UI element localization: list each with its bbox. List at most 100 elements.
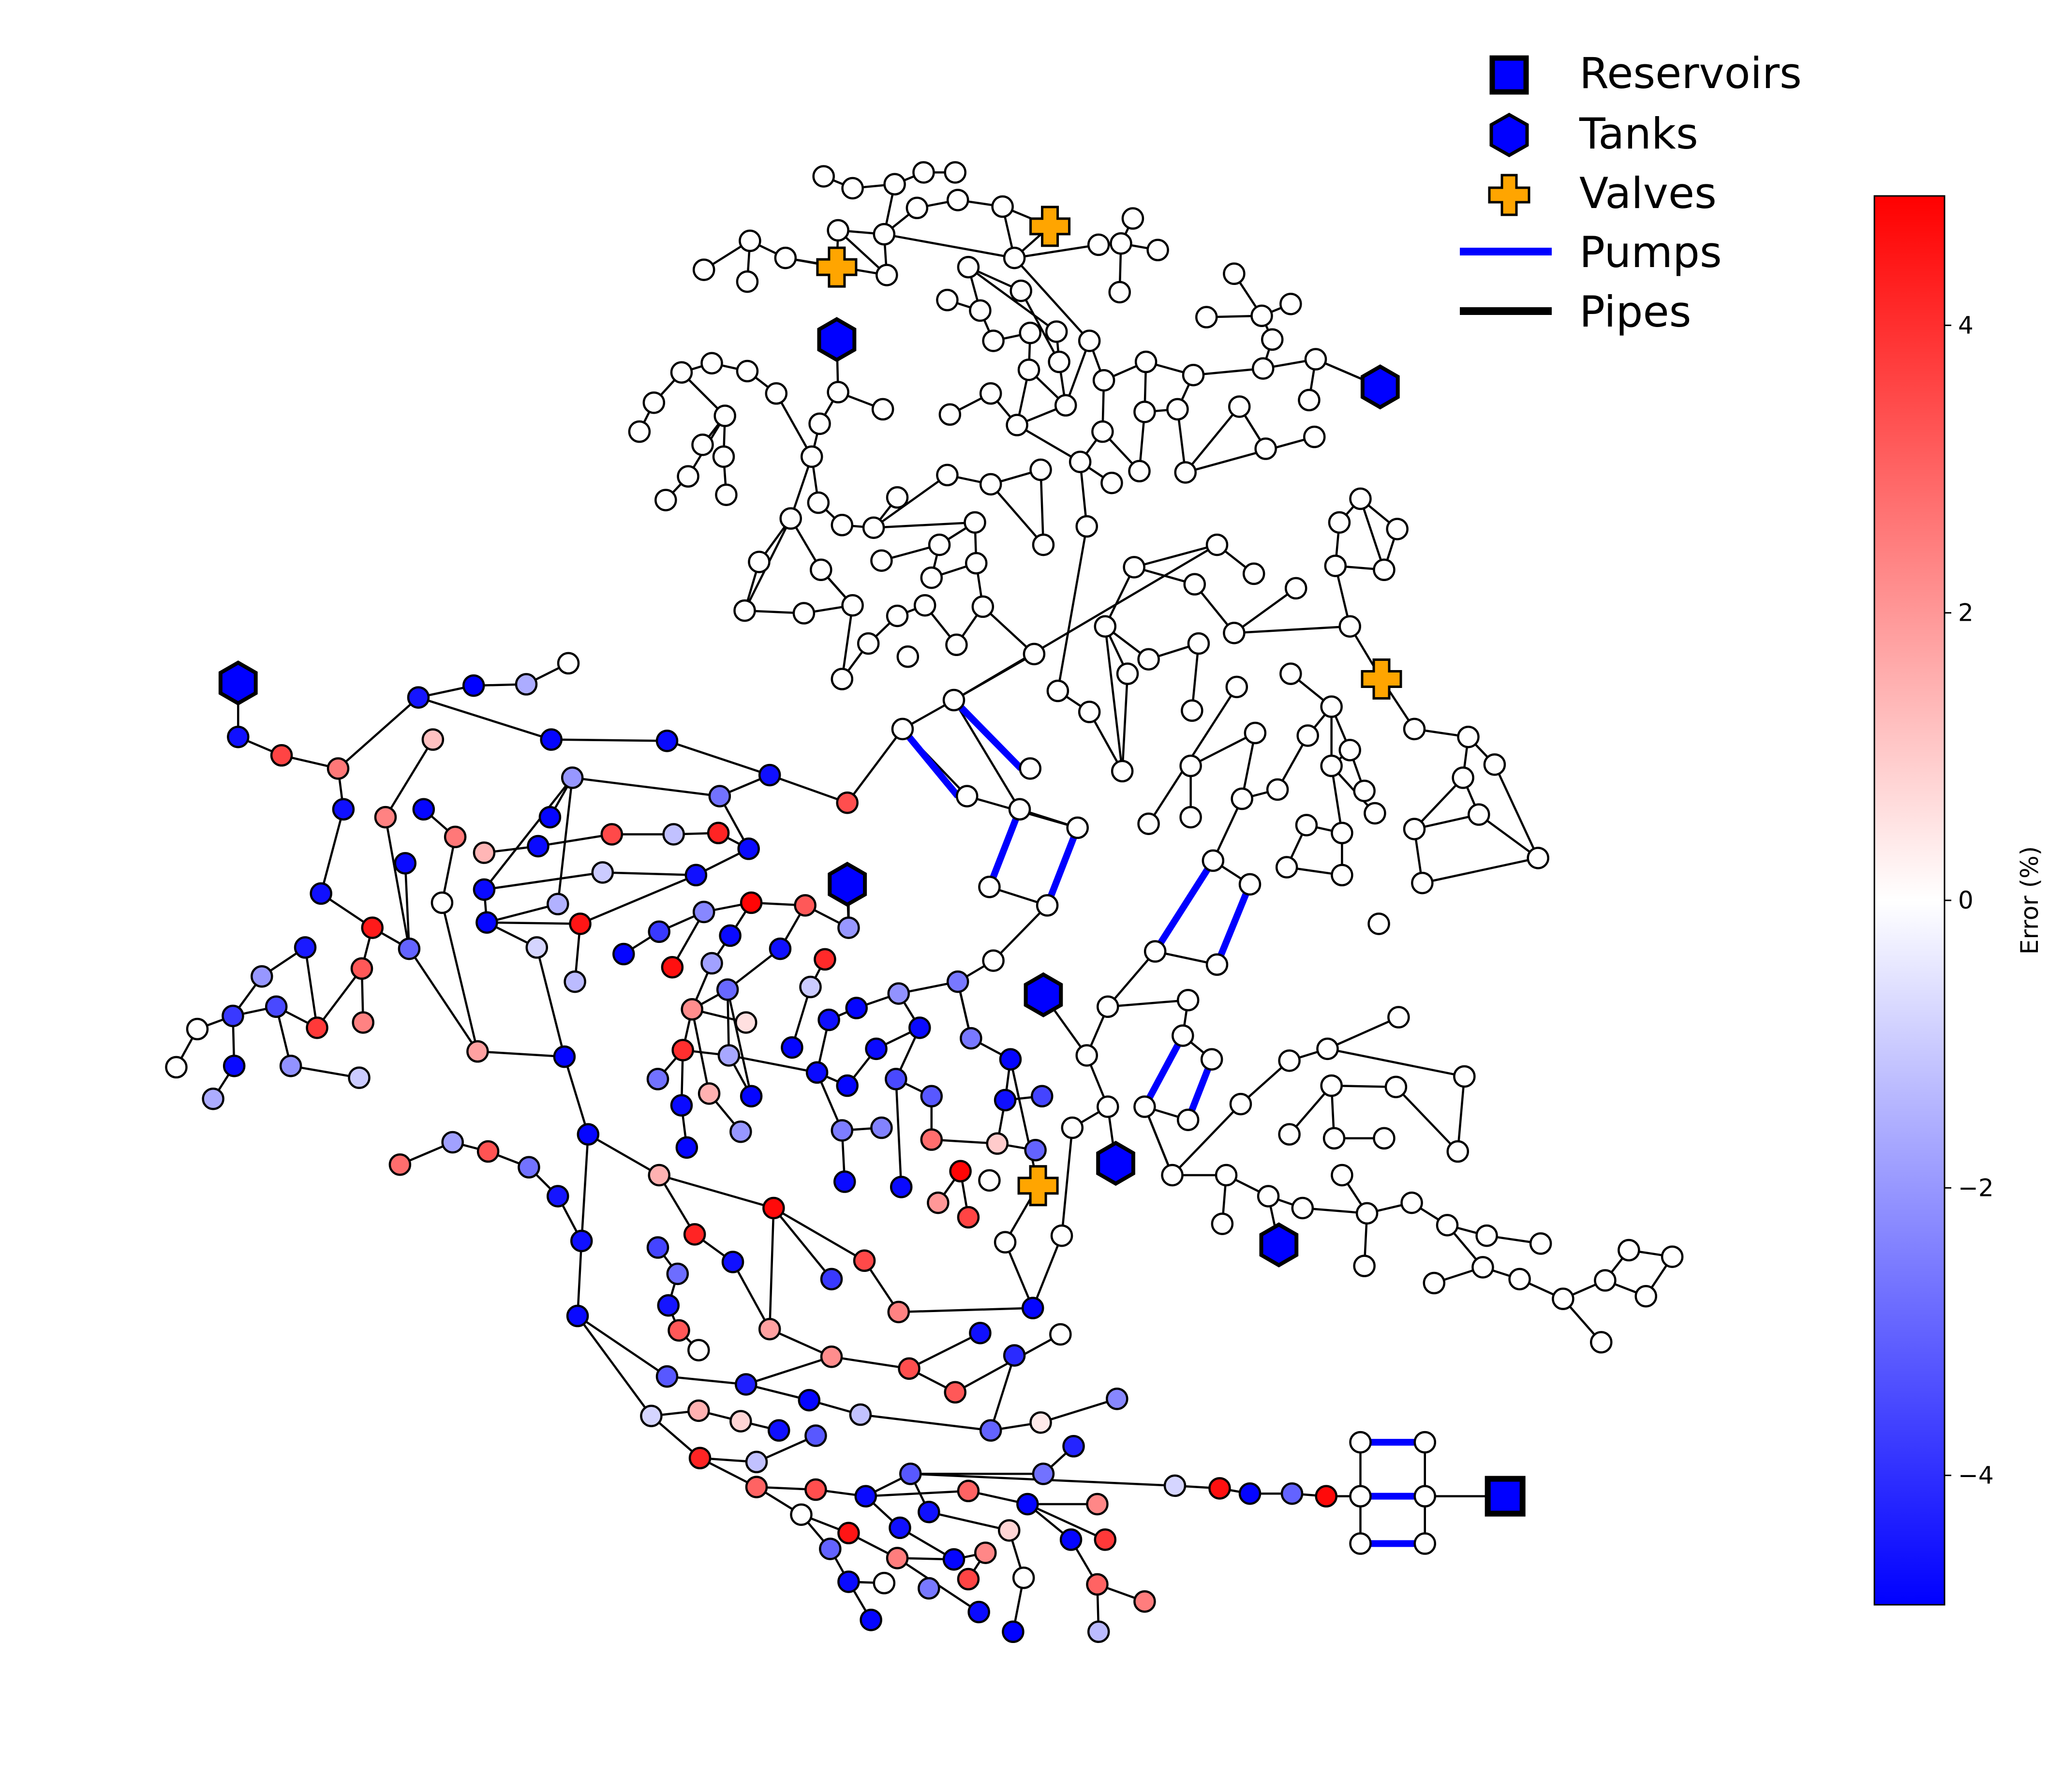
junction xyxy=(849,1403,872,1426)
pipe xyxy=(1493,764,1539,859)
junction xyxy=(765,382,788,405)
junction xyxy=(906,196,929,220)
junction xyxy=(1059,1528,1083,1551)
junction xyxy=(547,1185,569,1208)
pipe xyxy=(1234,625,1350,634)
junction xyxy=(1181,699,1203,722)
junction xyxy=(1094,1528,1117,1551)
pipe xyxy=(538,833,612,848)
junction xyxy=(222,1004,244,1028)
junction xyxy=(407,686,430,709)
junction xyxy=(1275,856,1298,879)
pipe xyxy=(1327,1016,1399,1050)
junction xyxy=(1367,912,1390,935)
tank-hexagon-icon xyxy=(1489,112,1529,158)
junction xyxy=(1062,1435,1085,1458)
junction xyxy=(1133,1095,1156,1118)
junction xyxy=(808,412,831,435)
junction xyxy=(1023,642,1046,666)
junction xyxy=(640,1404,663,1427)
junction xyxy=(1413,1431,1437,1454)
pump xyxy=(1214,883,1253,966)
junction xyxy=(927,1191,950,1214)
junction xyxy=(1133,1590,1156,1613)
junction xyxy=(719,924,742,947)
pipe xyxy=(1359,498,1385,570)
pipe xyxy=(772,1207,832,1280)
junction xyxy=(918,1577,940,1600)
junction xyxy=(896,645,920,668)
junction xyxy=(1278,1049,1301,1072)
junction xyxy=(873,1571,896,1595)
junction xyxy=(986,1132,1009,1155)
junction xyxy=(1238,873,1262,896)
pipe xyxy=(1065,340,1091,406)
junction xyxy=(912,161,935,184)
pipe xyxy=(1422,857,1539,884)
junction xyxy=(1403,717,1426,741)
junction xyxy=(1483,753,1506,776)
pipe xyxy=(1121,673,1129,772)
junction xyxy=(566,1304,589,1328)
pipe xyxy=(602,871,696,877)
junction xyxy=(398,937,421,960)
junction xyxy=(899,1463,922,1485)
pipe xyxy=(732,1261,771,1330)
junction xyxy=(1618,1239,1640,1262)
junction xyxy=(1298,388,1321,412)
junction xyxy=(997,1519,1021,1542)
junction xyxy=(886,604,909,627)
junction xyxy=(518,1156,540,1179)
junction xyxy=(745,1476,768,1498)
junction xyxy=(942,1548,965,1571)
junction xyxy=(870,1116,893,1139)
junction xyxy=(804,1478,827,1501)
pipe xyxy=(775,393,813,457)
junction xyxy=(1179,806,1202,829)
junction xyxy=(1187,632,1210,655)
junction xyxy=(810,558,832,582)
junction xyxy=(862,516,885,539)
junction xyxy=(564,970,586,993)
junction xyxy=(1320,1074,1343,1097)
junction xyxy=(837,916,860,939)
junction xyxy=(969,1322,992,1344)
junction xyxy=(648,1164,670,1187)
junction xyxy=(1200,1048,1223,1071)
pipe xyxy=(1060,1127,1074,1236)
tank-hexagon-icon xyxy=(1259,1222,1299,1268)
colorbar-label: Error (%) xyxy=(2016,846,2044,955)
pump xyxy=(951,698,1024,771)
junction xyxy=(1208,1477,1231,1500)
colorbar-tick-label: −4 xyxy=(1958,1462,1994,1490)
junction xyxy=(936,288,959,312)
junction xyxy=(957,1206,980,1229)
junction xyxy=(865,1037,888,1060)
junction xyxy=(1225,675,1248,699)
junction xyxy=(833,1170,856,1193)
pipe xyxy=(873,521,975,529)
junction xyxy=(814,948,836,971)
junction xyxy=(473,878,496,901)
valve-plus-icon xyxy=(1488,174,1530,216)
junction xyxy=(737,837,760,860)
junction xyxy=(708,785,731,807)
junction xyxy=(557,652,580,675)
junction xyxy=(662,823,685,846)
pipe xyxy=(1185,435,1315,474)
junction xyxy=(1010,279,1032,302)
pipe xyxy=(831,1356,909,1370)
tank-hexagon-icon xyxy=(1096,1140,1135,1186)
pipe xyxy=(982,606,1035,655)
colorbar-ticks: 4 2 0 −2 −4 xyxy=(1945,311,1994,1490)
junction xyxy=(831,1119,854,1142)
legend: Reservoirs Tanks Valves Pumps Pipes xyxy=(1460,48,1802,337)
junction xyxy=(687,1339,710,1361)
pipe xyxy=(1143,1106,1173,1176)
junction xyxy=(729,1120,752,1143)
junction xyxy=(577,1123,600,1146)
pipe xyxy=(873,474,948,529)
junction xyxy=(1315,1485,1338,1508)
pipe xyxy=(577,1315,668,1377)
pipe xyxy=(1327,1047,1465,1078)
